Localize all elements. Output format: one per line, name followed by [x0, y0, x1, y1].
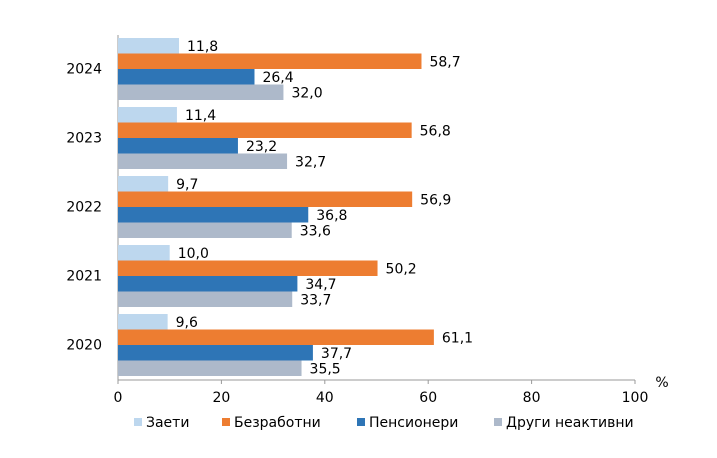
value-label: 33,7 — [300, 292, 331, 308]
x-tick-label: 40 — [316, 390, 334, 406]
bar — [118, 329, 434, 345]
x-tick-label: 100 — [622, 390, 649, 406]
value-label: 23,2 — [246, 139, 277, 155]
bar — [118, 222, 292, 238]
value-label: 9,6 — [176, 315, 198, 331]
bar — [118, 84, 284, 100]
bar — [118, 191, 413, 207]
bar — [118, 276, 298, 292]
bar — [118, 291, 293, 307]
y-tick-label: 2022 — [66, 200, 102, 216]
bar — [118, 153, 288, 169]
value-label: 9,7 — [176, 177, 198, 193]
bar — [118, 69, 255, 85]
bar — [118, 314, 168, 330]
bar — [118, 245, 170, 261]
value-label: 11,8 — [187, 39, 218, 55]
value-label: 56,9 — [420, 192, 451, 208]
value-label: 35,5 — [310, 361, 341, 377]
bar — [118, 345, 313, 361]
x-tick-label: 20 — [212, 390, 230, 406]
bar — [118, 53, 422, 69]
bar — [118, 207, 309, 223]
x-tick-label: 0 — [114, 390, 123, 406]
value-label: 61,1 — [442, 330, 473, 346]
bar — [118, 38, 180, 54]
y-tick-label: 2021 — [66, 269, 102, 285]
value-label: 11,4 — [185, 108, 216, 124]
bar — [118, 122, 412, 138]
legend-swatch — [134, 418, 142, 426]
value-label: 50,2 — [386, 261, 417, 277]
legend-swatch — [357, 418, 365, 426]
value-label: 26,4 — [262, 70, 293, 86]
value-label: 58,7 — [429, 54, 460, 70]
y-tick-label: 2024 — [66, 62, 102, 78]
value-label: 32,0 — [291, 85, 322, 101]
legend-label: Заети — [146, 415, 189, 431]
x-tick-label: 80 — [523, 390, 541, 406]
value-label: 34,7 — [305, 277, 336, 293]
bar — [118, 107, 177, 123]
value-label: 32,7 — [295, 154, 326, 170]
value-label: 56,8 — [420, 123, 451, 139]
legend-label: Безработни — [234, 415, 321, 431]
x-tick-label: 60 — [419, 390, 437, 406]
bar — [118, 138, 238, 154]
y-tick-label: 2020 — [66, 338, 102, 354]
x-axis-label: % — [655, 375, 668, 391]
value-label: 37,7 — [321, 346, 352, 362]
legend-label: Други неактивни — [506, 415, 634, 431]
legend-swatch — [494, 418, 502, 426]
legend-swatch — [222, 418, 230, 426]
value-label: 33,6 — [300, 223, 331, 239]
bar — [118, 176, 169, 192]
value-label: 10,0 — [178, 246, 209, 262]
y-tick-label: 2023 — [66, 131, 102, 147]
bar — [118, 360, 302, 376]
value-label: 36,8 — [316, 208, 347, 224]
legend-label: Пенсионери — [369, 415, 458, 431]
bar — [118, 260, 378, 276]
